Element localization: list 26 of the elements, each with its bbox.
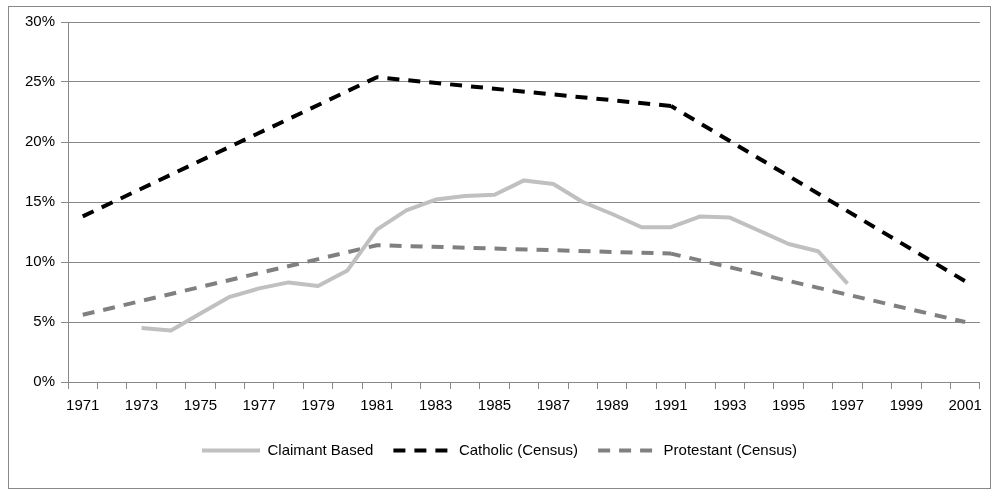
x-tick-label: 1977: [242, 396, 276, 414]
y-tick-label: 20%: [24, 132, 56, 150]
y-tick-label: 30%: [24, 12, 56, 30]
x-tick-label: 1985: [477, 396, 512, 414]
x-tick-label: 2001: [948, 396, 982, 414]
y-tick-label: 15%: [24, 192, 56, 210]
legend-label: Claimant Based: [267, 440, 374, 458]
x-tick-label: 1989: [595, 396, 629, 414]
x-tick-label: 1993: [713, 396, 747, 414]
x-tick-label: 1987: [536, 396, 571, 414]
x-tick-label: 1983: [419, 396, 453, 414]
x-tick-label: 1981: [360, 396, 394, 414]
x-tick-label: 1979: [301, 396, 335, 414]
x-tick-label: 1995: [771, 396, 806, 414]
legend-label: Catholic (Census): [458, 440, 579, 458]
y-tick-label: 0%: [33, 372, 56, 390]
x-tick-label: 1973: [124, 396, 159, 414]
x-tick-label: 1975: [183, 396, 218, 414]
x-tick-label: 1997: [830, 396, 865, 414]
y-tick-label: 10%: [24, 252, 56, 270]
x-tick-label: 1999: [889, 396, 924, 414]
y-tick-label: 25%: [24, 72, 56, 90]
x-tick-label: 1991: [654, 396, 688, 414]
y-tick-label: 5%: [33, 312, 56, 330]
legend-label: Protestant (Census): [663, 440, 797, 458]
x-tick-label: 1971: [66, 396, 100, 414]
